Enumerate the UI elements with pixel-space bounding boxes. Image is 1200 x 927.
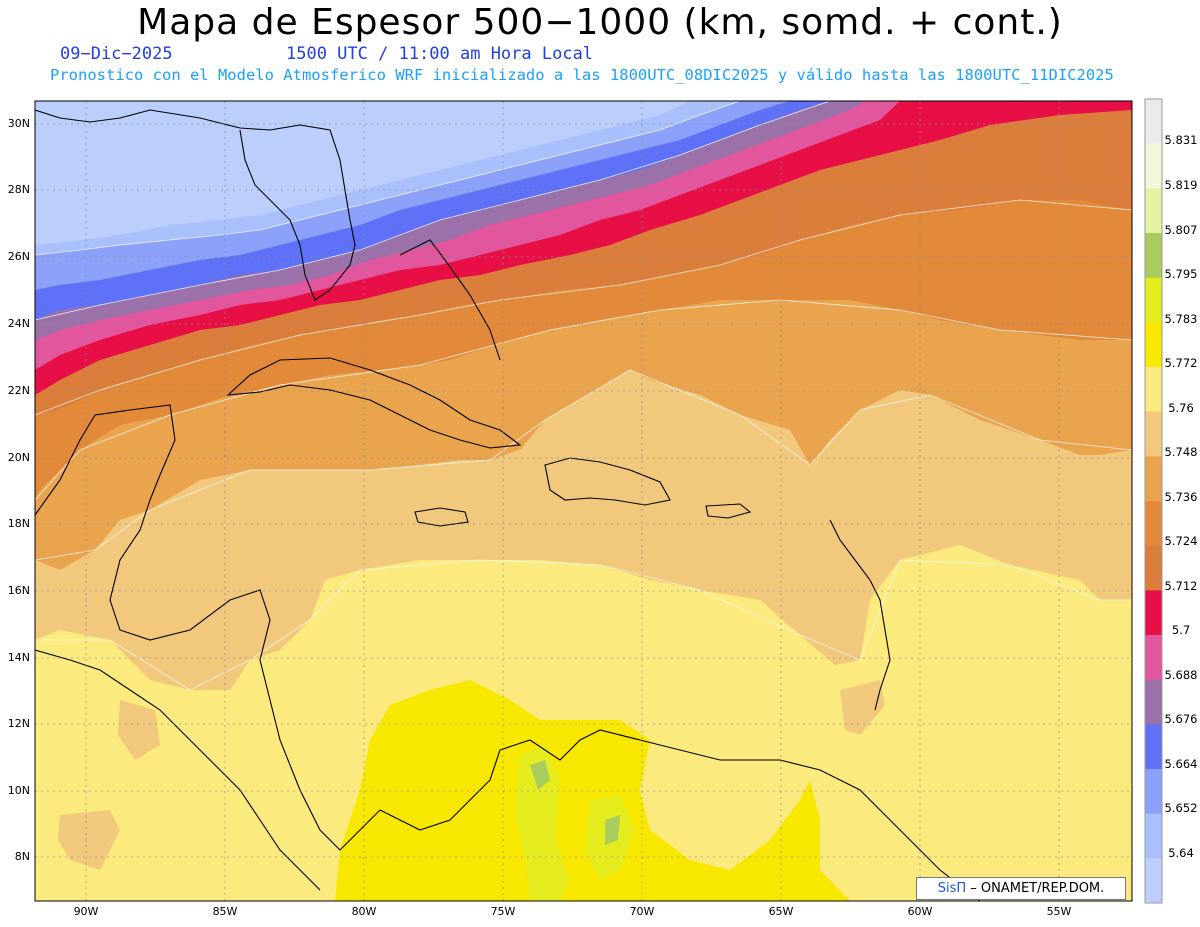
lon-label: 75W [490, 905, 516, 918]
colorbar-swatch [1145, 188, 1162, 234]
colorbar-swatch [1145, 858, 1162, 904]
colorbar-label: 5.831 [1164, 133, 1198, 147]
coastlines [35, 109, 981, 901]
band-5-772 [335, 680, 850, 901]
colorbar-label: 5.652 [1164, 801, 1198, 815]
hispaniola-coast [544, 457, 671, 506]
colorbar-label: 5.712 [1164, 579, 1198, 593]
lat-label: 28N [7, 183, 30, 196]
colorbar-swatch [1145, 501, 1162, 547]
jamaica-coast [414, 507, 469, 527]
lon-label: 80W [351, 905, 377, 918]
lat-label: 16N [7, 584, 30, 597]
colorbar-label: 5.676 [1164, 712, 1198, 726]
colorbar-swatch [1145, 99, 1162, 145]
date-label: 09−Dic−2025 [60, 44, 173, 64]
lat-label: 8N [14, 850, 30, 863]
lat-label: 30N [7, 117, 30, 130]
credit-box: SisΠ – ONAMET/REP.DOM. [916, 877, 1126, 900]
colorbar-label: 5.736 [1164, 490, 1198, 504]
lat-label: 14N [7, 651, 30, 664]
colorbar-label: 5.807 [1164, 223, 1198, 237]
lat-label: 12N [7, 717, 30, 730]
colorbar-swatch [1145, 367, 1162, 413]
colorbar-swatch [1145, 411, 1162, 457]
lon-label: 55W [1046, 905, 1072, 918]
lat-label: 20N [7, 451, 30, 464]
lon-label: 70W [629, 905, 655, 918]
band-5-795-a [530, 760, 550, 790]
thickness-contours [35, 101, 1132, 901]
map-frame [34, 100, 1133, 902]
colorbar-swatch [1145, 635, 1162, 681]
colorbar [1144, 98, 1163, 904]
colorbar-swatch [1145, 322, 1162, 368]
colorbar-label: 5.795 [1164, 267, 1198, 281]
colorbar-label: 5.664 [1164, 757, 1198, 771]
lat-label: 22N [7, 384, 30, 397]
credit-brand: SisΠ [937, 881, 967, 896]
lat-label: 18N [7, 517, 30, 530]
bahamas [399, 239, 501, 361]
forecast-description: Pronostico con el Modelo Atmosferico WRF… [50, 66, 1114, 84]
colorbar-swatch [1145, 769, 1162, 815]
colorbar-swatch [1145, 456, 1162, 502]
colorbar-swatch [1145, 233, 1162, 279]
colorbar-swatch [1145, 143, 1162, 189]
contour-lines [35, 101, 1132, 691]
colorbar-label: 5.783 [1164, 312, 1198, 326]
colorbar-swatch [1145, 590, 1162, 636]
colorbar-label: 5.7 [1171, 623, 1191, 637]
pacific-coast [35, 649, 321, 891]
colorbar-frame [1144, 98, 1163, 904]
lat-label: 10N [7, 784, 30, 797]
colorbar-swatch [1145, 545, 1162, 591]
band-below-5-640 [35, 101, 690, 245]
lon-label: 85W [212, 905, 238, 918]
colorbar-swatch [1145, 813, 1162, 859]
puerto-rico-coast [705, 503, 752, 519]
lesser-antilles [829, 519, 891, 711]
colorbar-label: 5.76 [1168, 401, 1194, 415]
lat-label: 26N [7, 250, 30, 263]
colorbar-label: 5.688 [1164, 668, 1198, 682]
colorbar-label: 5.64 [1168, 846, 1194, 860]
central-america-coast [35, 404, 981, 901]
credit-org: – ONAMET/REP.DOM. [970, 881, 1105, 896]
lon-label: 90W [73, 905, 99, 918]
band-5-748-sw [58, 810, 120, 870]
band-5-748-islet [840, 680, 885, 735]
colorbar-label: 5.724 [1164, 534, 1198, 548]
time-label: 1500 UTC / 11:00 am Hora Local [286, 44, 594, 64]
colorbar-label: 5.772 [1164, 356, 1198, 370]
colorbar-label: 5.819 [1164, 178, 1198, 192]
band-5-795-b [605, 815, 620, 845]
colorbar-swatch [1145, 277, 1162, 323]
lon-label: 60W [907, 905, 933, 918]
band-5-748-w [118, 700, 160, 760]
cuba-coast [226, 357, 522, 449]
band-5-783-a [515, 745, 570, 901]
colorbar-swatch [1145, 724, 1162, 770]
lat-lon-grid [35, 101, 1132, 901]
colorbar-label: 5.748 [1164, 445, 1198, 459]
colorbar-swatch [1145, 679, 1162, 725]
florida-coast [35, 109, 356, 301]
lat-label: 24N [7, 317, 30, 330]
lon-label: 65W [768, 905, 794, 918]
map-title: Mapa de Espesor 500−1000 (km, somd. + co… [137, 2, 1063, 43]
